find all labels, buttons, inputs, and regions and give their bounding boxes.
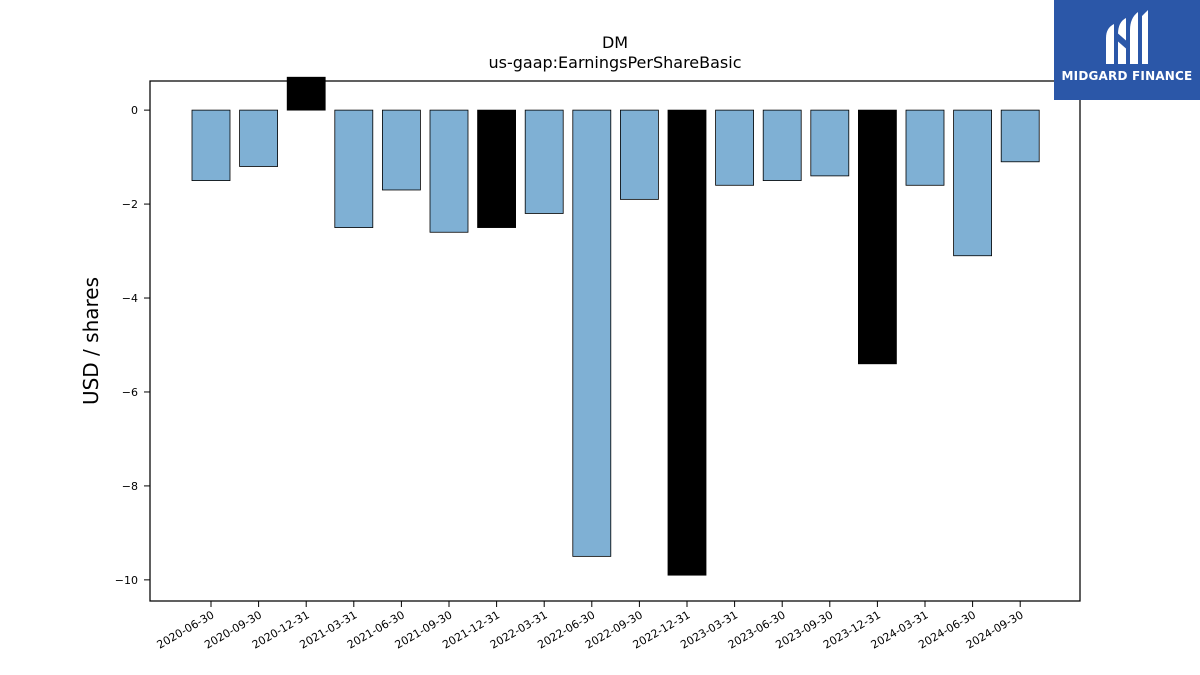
y-tick-label: −4 bbox=[122, 292, 138, 305]
y-axis-label: USD / shares bbox=[79, 277, 103, 405]
bar-2020-06-30 bbox=[191, 109, 231, 181]
y-tick-label: −6 bbox=[122, 386, 138, 399]
y-ticks-group: 0 −2 −4 −6 −8 −10 bbox=[115, 104, 150, 587]
bar-2023-03-31 bbox=[715, 109, 754, 186]
chart-title: DM bbox=[602, 33, 628, 52]
bar-2021-09-30 bbox=[429, 109, 469, 233]
brand-name: MIDGARD FINANCE bbox=[1061, 69, 1193, 83]
bars-group bbox=[191, 76, 1040, 576]
midgard-m-icon bbox=[1106, 10, 1148, 64]
bar-2023-06-30 bbox=[762, 109, 802, 181]
bar-2023-09-30 bbox=[810, 109, 850, 177]
bar-2022-12-31 bbox=[667, 109, 707, 576]
y-tick-label: 0 bbox=[131, 104, 138, 117]
bar-2020-12-31 bbox=[286, 76, 326, 111]
bar-2021-03-31 bbox=[334, 109, 374, 228]
bar-2024-09-30 bbox=[1000, 109, 1040, 163]
bar-2024-06-30 bbox=[953, 109, 992, 257]
bar-2023-12-31 bbox=[858, 109, 897, 365]
bar-2020-09-30 bbox=[239, 109, 279, 167]
y-tick-label: −8 bbox=[122, 480, 138, 493]
y-tick-label: −10 bbox=[115, 574, 138, 587]
bar-2022-06-30 bbox=[572, 109, 612, 557]
y-tick-label: −2 bbox=[122, 198, 138, 211]
x-ticks-group: 2020-06-302020-09-302020-12-312021-03-31… bbox=[155, 601, 1026, 652]
bar-2024-03-31 bbox=[905, 109, 945, 186]
bar-2021-12-31 bbox=[477, 109, 517, 228]
chart-subtitle: us-gaap:EarningsPerShareBasic bbox=[488, 53, 741, 72]
brand-logo: MIDGARD FINANCE bbox=[1054, 0, 1200, 100]
bar-2022-09-30 bbox=[620, 109, 659, 200]
bar-2022-03-31 bbox=[524, 109, 564, 214]
bar-2021-06-30 bbox=[381, 109, 421, 191]
plot-frame bbox=[149, 80, 1081, 602]
